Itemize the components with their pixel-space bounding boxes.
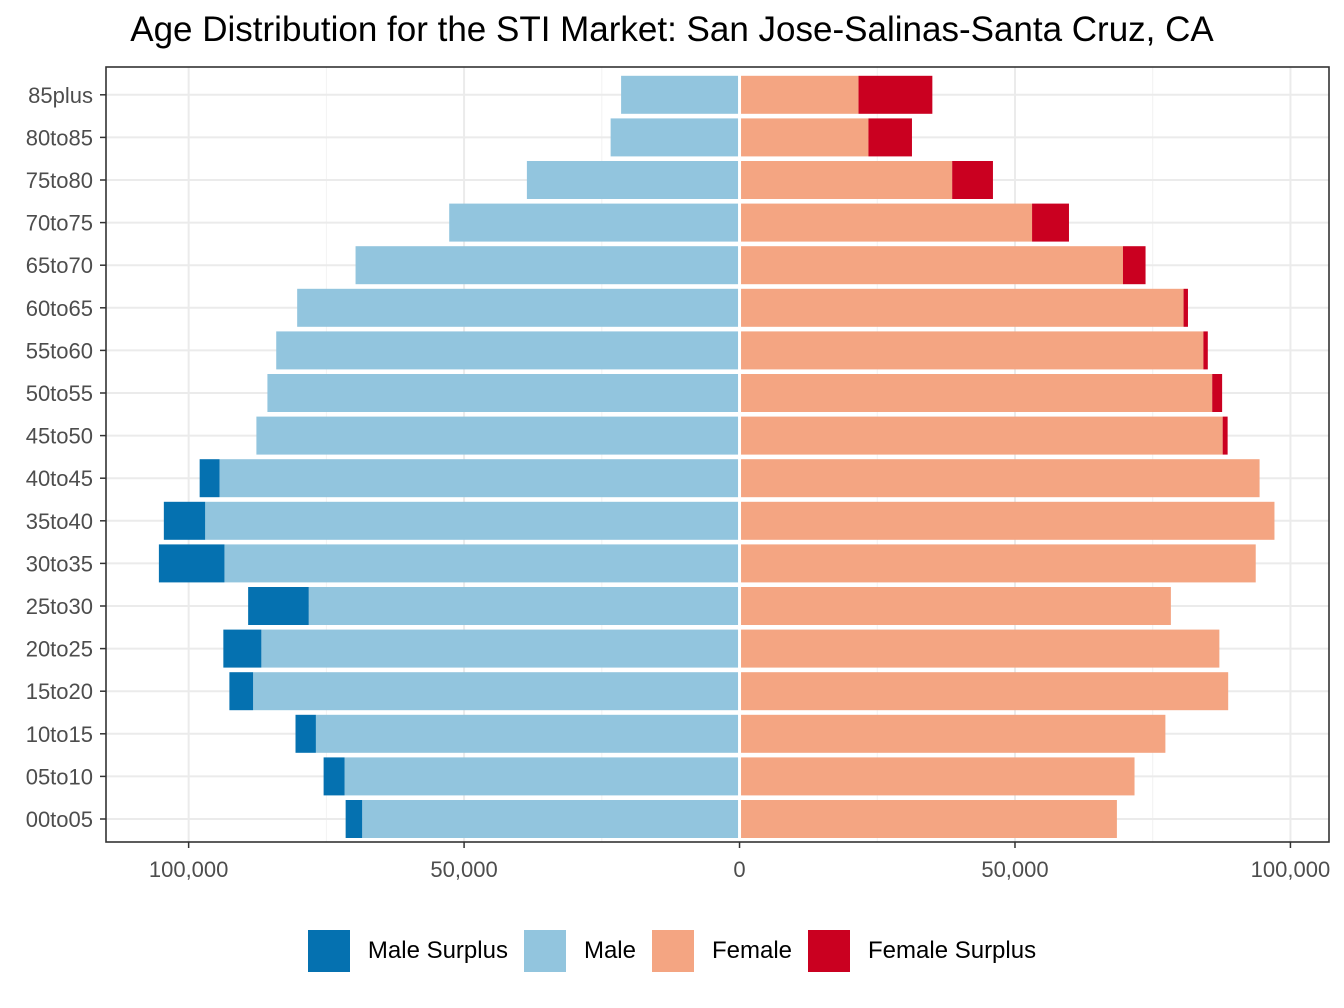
y-tick-label: 45to50 xyxy=(26,424,93,449)
bar-male-surplus-20to25 xyxy=(223,629,262,668)
legend-label: Female Surplus xyxy=(868,937,1037,964)
bar-male-surplus-00to05 xyxy=(345,800,363,838)
bar-male-05to10 xyxy=(344,757,740,796)
bar-male-surplus-05to10 xyxy=(323,757,345,796)
y-tick-label: 15to20 xyxy=(26,679,93,704)
chart-title: Age Distribution for the STI Market: San… xyxy=(130,10,1214,49)
bar-male-60to65 xyxy=(297,288,740,327)
bar-male-surplus-10to15 xyxy=(295,714,316,753)
bar-male-20to25 xyxy=(261,629,740,668)
y-tick-label: 80to85 xyxy=(26,125,93,150)
x-tick-label: 50,000 xyxy=(981,857,1048,882)
y-tick-label: 10to15 xyxy=(26,722,93,747)
legend-key xyxy=(307,930,350,972)
y-tick-label: 05to10 xyxy=(26,764,93,789)
y-axis: 00to05 05to10 10to15 15to20 20to25 25to30 30to… xyxy=(26,83,106,832)
y-tick-label: 25to30 xyxy=(26,594,93,619)
bar-male-surplus-15to20 xyxy=(229,672,254,711)
y-tick-label: 65to70 xyxy=(26,253,93,278)
bar-male-80to85 xyxy=(610,118,740,157)
bar-male-35to40 xyxy=(205,501,740,540)
y-tick-label: 85plus xyxy=(28,83,93,108)
bar-female-40to45 xyxy=(739,459,1260,498)
bar-female-45to50 xyxy=(739,416,1223,455)
y-tick-label: 40to45 xyxy=(26,466,93,491)
bar-male-40to45 xyxy=(219,459,740,498)
bar-male-85plus xyxy=(621,75,740,114)
bar-female-75to80 xyxy=(739,161,953,199)
bar-female-surplus-50to55 xyxy=(1212,374,1223,412)
y-tick-label: 55to60 xyxy=(26,338,93,363)
legend-item-female: Female xyxy=(651,930,793,972)
plot-border xyxy=(105,66,1330,843)
bar-male-50to55 xyxy=(267,374,740,412)
legend-item-male-surplus: Male Surplus xyxy=(307,930,508,972)
legend-label: Female xyxy=(711,937,793,964)
x-tick-label: 100,000 xyxy=(1251,857,1331,882)
bar-female-10to15 xyxy=(739,714,1166,753)
y-tick-label: 30to35 xyxy=(26,551,93,576)
bar-female-80to85 xyxy=(739,118,869,157)
y-tick-label: 70to75 xyxy=(26,211,93,236)
bar-male-15to20 xyxy=(253,672,740,711)
bar-female-85plus xyxy=(739,75,859,114)
bar-female-55to60 xyxy=(739,331,1204,370)
bar-male-00to05 xyxy=(362,800,740,838)
bar-male-55to60 xyxy=(276,331,740,370)
legend-key xyxy=(808,930,851,972)
bar-female-surplus-55to60 xyxy=(1203,331,1208,370)
bar-female-70to75 xyxy=(739,203,1033,242)
bar-female-surplus-85plus xyxy=(858,75,933,114)
bar-female-surplus-70to75 xyxy=(1032,203,1069,242)
bar-female-surplus-75to80 xyxy=(952,161,993,199)
y-tick-label: 35to40 xyxy=(26,509,93,534)
bar-male-30to35 xyxy=(224,544,740,583)
bars xyxy=(158,67,1275,842)
bar-male-surplus-30to35 xyxy=(158,544,225,583)
bar-female-surplus-80to85 xyxy=(868,118,912,157)
bar-male-10to15 xyxy=(315,714,740,753)
bar-male-70to75 xyxy=(449,203,740,242)
bar-female-surplus-65to70 xyxy=(1122,246,1146,285)
bar-male-25to30 xyxy=(308,587,740,625)
pyramid-chart: 00to05 05to10 10to15 15to20 20to25 25to30 30to… xyxy=(26,66,1330,882)
bar-male-75to80 xyxy=(526,161,740,199)
x-tick-label: 0 xyxy=(733,857,745,882)
x-axis: 100,000 50,000 0 50,000 100,000 xyxy=(149,842,1330,882)
legend-label: Male Surplus xyxy=(367,937,508,964)
bar-female-25to30 xyxy=(739,587,1171,625)
bar-female-60to65 xyxy=(739,288,1184,327)
legend: Male Surplus Male Female Female Surplus xyxy=(0,930,1344,972)
bar-female-surplus-45to50 xyxy=(1222,416,1228,455)
bar-female-00to05 xyxy=(739,800,1117,838)
bar-female-50to55 xyxy=(739,374,1213,412)
x-tick-label: 100,000 xyxy=(149,857,229,882)
legend-label: Male xyxy=(583,937,636,964)
bar-female-surplus-60to65 xyxy=(1183,288,1188,327)
bar-male-surplus-40to45 xyxy=(199,459,220,498)
bar-female-15to20 xyxy=(739,672,1229,711)
bar-female-30to35 xyxy=(739,544,1256,583)
bar-female-20to25 xyxy=(739,629,1220,668)
x-tick-label: 50,000 xyxy=(430,857,497,882)
bar-female-65to70 xyxy=(739,246,1123,285)
bar-female-35to40 xyxy=(739,501,1275,540)
y-tick-label: 75to80 xyxy=(26,168,93,193)
bar-male-45to50 xyxy=(256,416,740,455)
y-tick-label: 50to55 xyxy=(26,381,93,406)
y-tick-label: 60to65 xyxy=(26,296,93,321)
y-tick-label: 00to05 xyxy=(26,807,93,832)
legend-item-female-surplus: Female Surplus xyxy=(808,930,1036,972)
bar-male-65to70 xyxy=(355,246,740,285)
y-tick-label: 20to25 xyxy=(26,637,93,662)
legend-key xyxy=(523,930,566,972)
bar-female-05to10 xyxy=(739,757,1135,796)
legend-key xyxy=(651,930,694,972)
bar-male-surplus-35to40 xyxy=(163,501,206,540)
legend-item-male: Male xyxy=(523,930,636,972)
bar-male-surplus-25to30 xyxy=(248,587,309,625)
